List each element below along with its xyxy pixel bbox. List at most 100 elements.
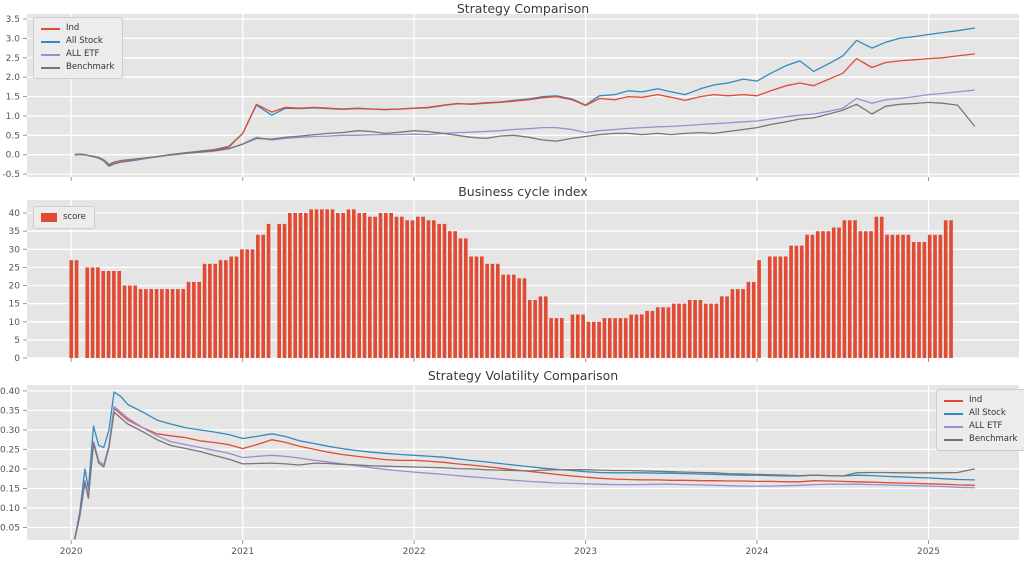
bar-score [256,234,260,358]
legend-label: Ind [969,395,983,405]
bar-score [634,314,639,358]
legend-swatch-bar [41,213,57,222]
x-tick-label: 2025 [917,547,940,557]
x-tick-label: 2023 [574,547,597,557]
y-tick-label: 0.30 [0,426,20,436]
legend-label: ALL ETF [66,49,100,59]
bar-score [453,231,457,358]
bar-score [895,234,900,358]
chart-title-strategy-volatility: Strategy Volatility Comparison [427,368,619,383]
legend-label: All Stock [969,408,1006,418]
bar-score [250,249,255,358]
bar-score [277,223,281,358]
legend-item: Benchmark [41,61,114,74]
y-tick-label: 1.0 [6,112,21,122]
bar-score [346,209,351,358]
bar-score [463,238,468,358]
y-tick-label: 0.10 [0,504,20,514]
bar-score [949,220,953,358]
bar-score [831,227,836,358]
bar-score [874,216,879,358]
y-tick-label: 15 [9,300,20,310]
bar-score [90,267,95,358]
bar-score [490,263,495,358]
bar-score [442,223,447,358]
bar-score [485,263,489,358]
bar-score [261,234,265,358]
bar-score [224,260,228,358]
bar-score [735,289,740,358]
legend-business-cycle: score [33,206,95,229]
bar-score [362,213,367,358]
bar-score [410,220,415,358]
bar-score [687,300,692,358]
bar-score [725,296,729,358]
bar-score [773,256,777,358]
y-tick-label: 40 [9,209,21,219]
bar-score [703,303,708,358]
bar-score [101,271,106,358]
bar-score [666,307,671,358]
legend-swatch-line [41,40,60,43]
y-tick-label: 35 [9,227,20,237]
bar-score [661,307,665,358]
bar-score [746,281,751,358]
bar-score [597,321,601,358]
bar-score [575,314,580,358]
bar-score [901,234,905,358]
y-tick-label: 0.25 [0,445,20,455]
bar-score [607,318,612,358]
legend-item: All Stock [41,35,114,48]
bar-score [400,216,404,358]
bar-score [783,256,788,358]
bar-score [426,220,431,358]
bar-score [853,220,857,358]
bar-score [730,289,735,358]
bar-score [511,274,516,358]
bar-score [794,245,799,358]
bar-score [154,289,159,358]
x-tick-label: 2022 [403,547,426,557]
legend-item: Benchmark [944,433,1017,446]
bar-score [810,234,815,358]
bar-score [789,245,793,358]
y-tick-label: 0.05 [0,524,20,534]
bar-score [208,263,212,358]
legend-item: score [41,211,86,224]
bar-score [479,256,484,358]
y-tick-label: 3.5 [6,15,20,25]
bar-score [618,318,623,358]
legend-item: ALL ETF [41,48,114,61]
bar-score [869,231,873,358]
y-tick-label: 2.5 [6,54,20,64]
y-tick-label: 5 [14,336,20,346]
bar-score [213,263,218,358]
bar-score [527,300,532,358]
y-tick-label: 0.40 [0,387,20,397]
bar-score [586,321,591,358]
bar-score [890,234,895,358]
legend-swatch-line [41,53,60,56]
bar-score [149,289,154,358]
bar-score [538,296,543,358]
legend-item: All Stock [944,407,1017,420]
legend-label: Ind [66,23,80,33]
bar-score [911,242,916,358]
bar-score [501,274,505,358]
bar-score [160,289,164,358]
bar-score [693,300,697,358]
bar-score [751,281,756,358]
bar-score [682,303,687,358]
bar-score [847,220,852,358]
line-series-ind [74,407,975,540]
bar-score [341,213,345,358]
bar-score [570,314,575,358]
bar-score [522,278,527,358]
bar-score [112,271,116,358]
bar-score [629,314,633,358]
bar-score [74,260,79,358]
bar-score [117,271,122,358]
bar-score [639,314,644,358]
bar-score [357,213,361,358]
